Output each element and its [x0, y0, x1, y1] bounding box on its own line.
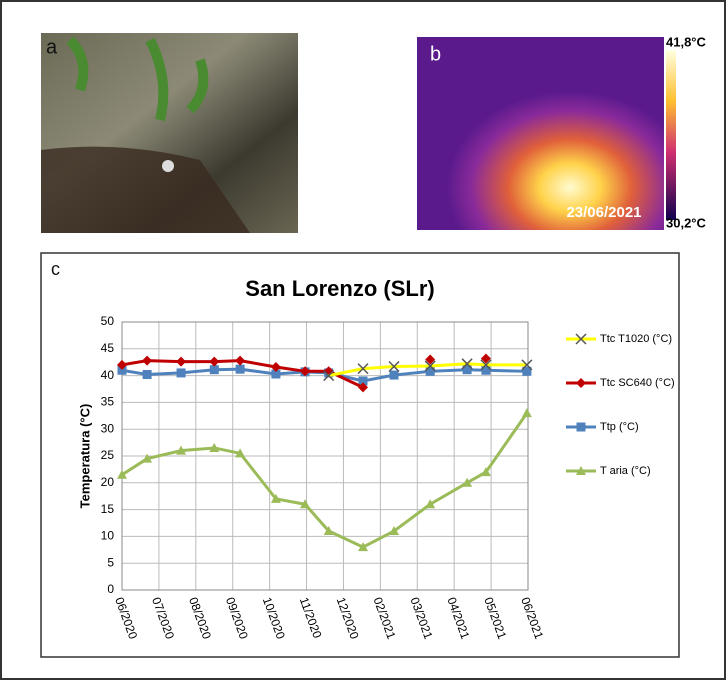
marker	[323, 370, 335, 382]
panel-label: b	[430, 43, 441, 65]
y-tick-label: 0	[107, 582, 114, 596]
panel-label: a	[46, 36, 58, 58]
marker	[142, 370, 152, 380]
marker	[480, 359, 492, 371]
legend-label: Ttp (°C)	[600, 421, 639, 433]
marker	[480, 467, 491, 477]
legend-label: T aria (°C)	[600, 465, 651, 477]
marker	[425, 366, 435, 376]
marker	[117, 469, 127, 479]
y-tick-label: 40	[101, 368, 115, 382]
marker	[209, 365, 219, 375]
y-tick-label: 25	[101, 448, 115, 462]
photo-leaves	[66, 36, 209, 122]
marker	[461, 358, 473, 370]
legend-label: Ttc T1020 (°C)	[600, 333, 672, 345]
marker	[576, 422, 586, 432]
marker	[358, 542, 369, 552]
legend-label: Ttc SC640 (°C)	[600, 377, 675, 389]
marker	[235, 448, 246, 458]
marker	[521, 359, 533, 371]
marker	[358, 376, 368, 386]
marker	[142, 355, 153, 366]
y-tick-label: 45	[101, 341, 115, 355]
marker	[575, 333, 587, 345]
marker	[176, 368, 186, 378]
marker	[357, 363, 369, 375]
marker	[176, 356, 187, 367]
marker	[300, 499, 311, 509]
marker	[117, 365, 127, 375]
chart-panel	[40, 252, 680, 658]
photo-shadow	[41, 146, 250, 233]
min-temp: 30,2°C	[666, 215, 707, 230]
marker	[522, 366, 532, 376]
marker	[235, 355, 246, 366]
y-tick-label: 30	[101, 421, 115, 435]
marker	[425, 499, 436, 509]
marker	[462, 365, 472, 375]
plot-border	[121, 321, 529, 591]
marker	[576, 378, 586, 388]
panel-label: c	[51, 259, 60, 279]
color-bar	[666, 50, 676, 220]
marker	[209, 356, 220, 367]
marker	[270, 493, 281, 503]
marker	[480, 353, 491, 364]
marker	[389, 526, 400, 536]
marker	[358, 382, 369, 393]
marker	[300, 366, 311, 377]
marker	[576, 466, 586, 475]
marker	[425, 354, 436, 365]
marker	[235, 364, 245, 374]
marker	[389, 370, 399, 380]
marker	[323, 526, 334, 536]
date-label: 23/06/2021	[566, 204, 641, 221]
y-tick-label: 5	[107, 555, 114, 569]
y-tick-label: 15	[101, 502, 115, 516]
marker	[117, 359, 127, 370]
marker	[271, 369, 281, 379]
chart-title: San Lorenzo (SLr)	[245, 276, 434, 301]
y-tick-label: 10	[101, 529, 115, 543]
marker	[388, 360, 400, 373]
marker	[270, 362, 281, 373]
marker	[142, 453, 153, 463]
y-axis-title: Temperatura (°C)	[77, 404, 92, 509]
series-line	[121, 412, 529, 549]
photo-sensor	[162, 160, 174, 172]
marker	[521, 408, 532, 418]
marker	[462, 477, 473, 487]
y-tick-label: 50	[101, 314, 115, 328]
marker	[176, 445, 187, 455]
thermal-image	[417, 37, 664, 230]
marker	[481, 365, 491, 375]
y-tick-label: 35	[101, 395, 115, 409]
marker	[424, 360, 436, 372]
marker	[209, 442, 220, 452]
y-tick-label: 20	[101, 475, 115, 489]
max-temp: 41,8°C	[666, 34, 707, 49]
